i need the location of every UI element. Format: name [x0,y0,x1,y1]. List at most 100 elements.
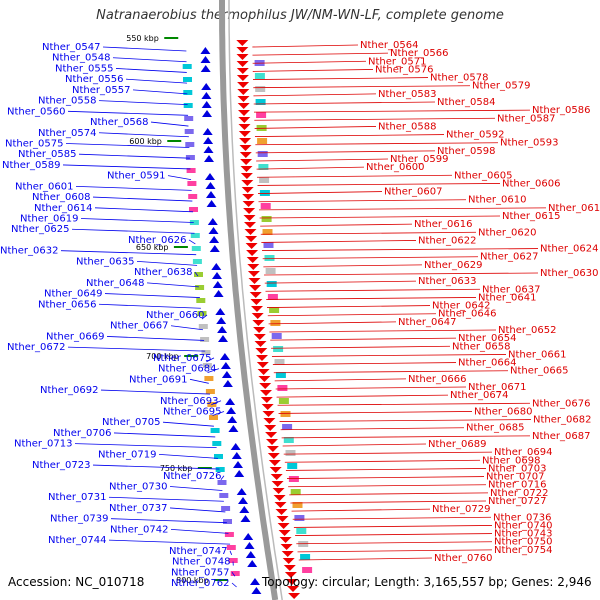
plus-gene-label: Nther_0667 [110,321,168,332]
minus-gene-label: Nther_0633 [418,276,476,287]
feature-block [185,155,195,160]
feature-block [290,489,301,495]
minus-label-connector [277,402,531,406]
feature-block [221,506,231,511]
plus-label-connector [102,46,187,52]
plus-gene-label: Nther_0560 [7,106,65,117]
feature-block [205,389,215,394]
feature-block [265,268,276,274]
plus-label-connector [65,143,190,148]
minus-label-connector [252,44,359,48]
plus-gene-label: Nther_0660 [146,310,204,321]
plus-label-connector [229,550,233,555]
plus-gene-label: Nther_0585 [18,149,76,160]
minus-gene-glyph [236,47,249,53]
minus-gene-glyph [244,229,257,235]
plus-gene-label: Nther_0713 [14,439,72,450]
plus-gene-label: Nther_0649 [44,289,102,300]
feature-block [224,532,234,537]
plus-gene-label: Nther_0706 [53,428,111,439]
plus-label-connector [132,89,188,95]
kbp-tick-label: 550 kbp [126,34,159,43]
kbp-tick-label: 750 kbp [160,464,193,473]
plus-label-connector [104,293,200,298]
plus-gene-glyph [240,515,251,522]
minus-gene-glyph [251,313,264,319]
plus-gene-label: Nther_0695 [163,406,221,417]
minus-label-connector [253,101,436,105]
plus-gene-glyph [226,407,237,414]
minus-label-connector [257,183,501,186]
minus-gene-label: Nther_0566 [390,48,448,59]
minus-label-connector [258,199,467,203]
minus-label-connector [254,117,496,121]
backbone-line [228,0,283,600]
feature-block [202,363,212,368]
plus-gene-glyph [212,272,222,279]
minus-gene-glyph [250,299,263,305]
plus-gene-glyph [200,65,211,72]
minus-label-connector [280,427,465,431]
feature-block [183,103,193,108]
minus-gene-label: Nther_0606 [502,178,560,189]
minus-gene-label: Nther_0671 [468,382,526,393]
minus-label-connector [274,378,407,382]
minus-gene-glyph [258,376,271,382]
minus-gene-glyph [273,495,286,501]
plus-gene-label: Nther_0762 [171,578,229,589]
minus-gene-label: Nther_0630 [540,268,598,279]
minus-gene-label: Nther_0727 [488,496,546,507]
minus-label-connector [262,256,479,260]
minus-gene-glyph [246,250,259,256]
plus-gene-label: Nther_0705 [102,417,160,428]
plus-gene-label: Nther_0692 [40,385,98,396]
minus-gene-label: Nther_0687 [532,431,590,442]
minus-gene-label: Nther_0593 [500,138,558,149]
plus-gene-glyph [243,533,254,540]
plus-gene-glyph [221,371,232,378]
minus-gene-label: Nther_0583 [378,89,436,100]
minus-label-connector [289,492,489,496]
plus-gene-label: Nther_0693 [160,396,218,407]
minus-gene-glyph [244,222,256,228]
minus-label-connector [264,280,417,284]
minus-gene-glyph [256,362,269,368]
feature-block [190,233,200,238]
feature-block [189,220,199,225]
genome-stats-text: Topology: circular; Length: 3,165,557 bp… [262,575,592,589]
minus-gene-glyph [281,551,294,557]
feature-block [214,454,223,459]
plus-gene-label: Nther_0691 [129,374,187,385]
minus-gene-label: Nther_0584 [437,97,495,108]
minus-label-connector [292,516,492,520]
minus-gene-glyph [288,593,301,599]
minus-gene-label: Nther_0629 [424,260,482,271]
feature-block [262,229,273,235]
minus-gene-glyph [238,110,250,116]
feature-block [258,164,269,170]
minus-gene-label: Nther_0588 [378,121,436,132]
feature-block [266,281,277,287]
minus-gene-label: Nther_0579 [472,81,530,92]
minus-gene-glyph [284,572,297,578]
feature-block [198,324,208,329]
plus-label-connector [158,453,219,459]
plus-gene-label: Nther_0547 [42,42,100,53]
minus-gene-glyph [283,565,296,571]
minus-gene-glyph [246,257,259,263]
feature-block [259,190,270,196]
plus-gene-glyph [217,326,228,333]
minus-gene-label: Nther_0615 [502,211,560,222]
minus-label-connector [266,305,431,308]
minus-gene-glyph [238,117,251,123]
feature-block [197,311,207,316]
minus-gene-label: Nther_0642 [432,301,490,312]
minus-gene-label: Nther_0637 [482,284,540,295]
minus-gene-glyph [239,145,252,151]
plus-label-connector [162,421,214,427]
minus-gene-glyph [237,96,250,102]
plus-label-connector [80,218,194,223]
feature-block [183,77,192,82]
plus-gene-label: Nther_0648 [86,278,144,289]
minus-label-connector [257,174,453,178]
